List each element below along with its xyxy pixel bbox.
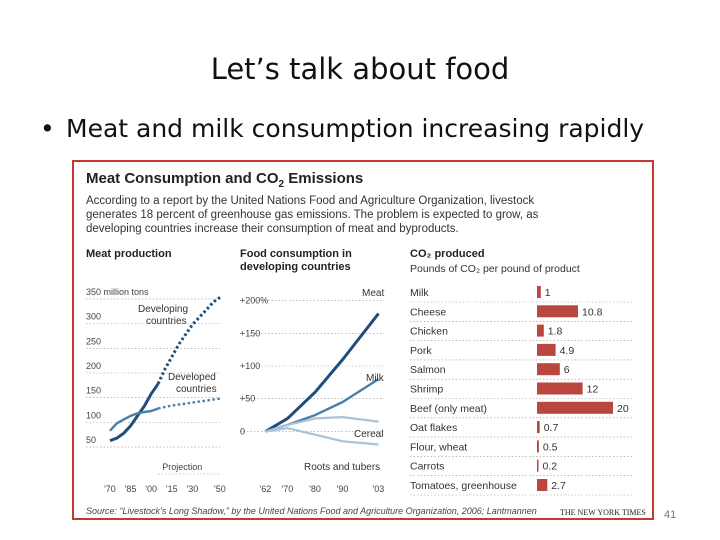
food-series-line — [265, 416, 379, 433]
meat-x-tick-label: '15 — [166, 484, 178, 492]
food-x-tick-label: '70 — [282, 484, 294, 492]
meat-y-tick-label: 100 — [86, 410, 101, 420]
meat-production-chart: 350 million tons 300 250 200 150 100 50 '70 '85 '… — [86, 287, 226, 492]
food-y-tick-label: 0 — [240, 426, 245, 436]
co2-bar — [537, 343, 556, 356]
food-y-tick-label: +100 — [240, 361, 260, 371]
meat-series-label: Developing — [138, 304, 188, 315]
co2-value-label: 0.2 — [543, 461, 558, 473]
meat-x-tick-label: '70 — [104, 484, 116, 492]
food-y-tick-label: +200% — [240, 296, 268, 306]
meat-production-title: Meat production — [86, 248, 172, 260]
meat-y-tick-label: 250 — [86, 336, 101, 346]
co2-value-label: 1.8 — [548, 326, 563, 338]
co2-value-label: 4.9 — [560, 345, 575, 357]
page-number: 41 — [664, 509, 677, 521]
food-series-label: Roots and tubers — [304, 462, 380, 473]
co2-category-label: Pork — [410, 345, 432, 357]
food-y-tick-label: +50 — [240, 394, 255, 404]
meat-y-tick-label: 50 — [86, 435, 96, 445]
slide-title: Let’s talk about food — [210, 52, 510, 86]
meat-y-tick-label: 350 million tons — [86, 287, 149, 297]
meat-series-label: Developed — [168, 372, 216, 383]
food-x-tick-label: '80 — [309, 484, 321, 492]
meat-x-tick-label: '85 — [125, 484, 137, 492]
co2-category-label: Carrots — [410, 461, 444, 473]
food-y-tick-label: +150 — [240, 328, 260, 338]
figure-description: According to a report by the United Nati… — [86, 195, 539, 235]
co2-bar — [537, 440, 539, 453]
meat-x-tick-label: '50 — [214, 484, 226, 492]
food-series-line — [265, 427, 379, 446]
food-series-label: Meat — [362, 288, 384, 299]
credit-line: THE NEW YORK TIMES — [560, 508, 646, 517]
co2-value-label: 1 — [545, 287, 551, 299]
meat-x-tick-label: '00 — [145, 484, 157, 492]
infographic-figure: Meat Consumption and CO2 Emissions Accor… — [72, 160, 654, 520]
co2-category-label: Oat flakes — [410, 422, 457, 434]
meat-series-label: countries — [146, 316, 187, 327]
meat-series-line — [109, 407, 159, 432]
co2-bar-chart: Milk 1 Cheese 10.8 Chicken 1.8 Pork 4.9 Salmon 6 S… — [410, 286, 634, 496]
co2-value-label: 20 — [617, 403, 629, 415]
co2-category-label: Salmon — [410, 364, 446, 376]
co2-category-label: Beef (only meat) — [410, 403, 487, 415]
bullet-dot: • — [40, 114, 55, 143]
co2-bar — [537, 479, 548, 491]
food-consumption-title: Food consumption in developing countries — [240, 248, 352, 273]
source-note: Source: “Livestock’s Long Shadow,” by th… — [86, 506, 537, 516]
co2-value-label: 10.8 — [582, 306, 603, 318]
food-x-tick-label: '03 — [372, 484, 384, 492]
food-x-tick-label: '62 — [260, 484, 272, 492]
co2-value-label: 0.5 — [543, 441, 558, 453]
co2-bar — [537, 363, 560, 376]
food-series-label: Milk — [366, 373, 385, 384]
meat-series-line — [109, 382, 160, 443]
co2-value-label: 12 — [587, 384, 599, 396]
food-x-tick-label: '90 — [337, 484, 349, 492]
food-consumption-chart: +200% +150 +100 +50 0 '62 '70 '80 '90 '03 Meat Milk… — [240, 288, 385, 492]
meat-series-projection — [157, 397, 221, 410]
co2-category-label: Tomatoes, greenhouse — [410, 480, 517, 492]
figure-title: Meat Consumption and CO2 Emissions — [86, 170, 364, 190]
meat-series-label: countries — [176, 384, 217, 395]
co2-bar — [537, 305, 578, 318]
co2-produced-subtitle: Pounds of CO₂ per pound of product — [410, 263, 580, 275]
food-series-line — [264, 312, 380, 433]
co2-bar — [537, 382, 583, 395]
co2-category-label: Milk — [410, 287, 429, 299]
co2-value-label: 2.7 — [551, 480, 566, 492]
bullet-item: • Meat and milk consumption increasing ra… — [40, 114, 644, 143]
food-series-label: Cereal — [354, 429, 383, 440]
co2-bar — [537, 286, 541, 298]
meat-x-tick-label: '30 — [187, 484, 199, 492]
co2-category-label: Flour, wheat — [410, 441, 467, 453]
bullet-text: Meat and milk consumption increasing rap… — [66, 114, 645, 143]
co2-value-label: 0.7 — [544, 422, 559, 434]
co2-category-label: Chicken — [410, 326, 448, 338]
meat-y-tick-label: 300 — [86, 312, 101, 322]
projection-label: Projection — [162, 462, 202, 472]
co2-category-label: Shrimp — [410, 384, 443, 396]
co2-category-label: Cheese — [410, 306, 446, 318]
co2-produced-title: CO₂ produced — [410, 248, 485, 260]
meat-y-tick-label: 200 — [86, 361, 101, 371]
co2-bar — [537, 401, 613, 414]
co2-bar — [537, 421, 540, 434]
meat-y-tick-label: 150 — [86, 386, 101, 396]
co2-bar — [537, 459, 539, 472]
co2-value-label: 6 — [564, 364, 570, 376]
co2-bar — [537, 324, 544, 337]
